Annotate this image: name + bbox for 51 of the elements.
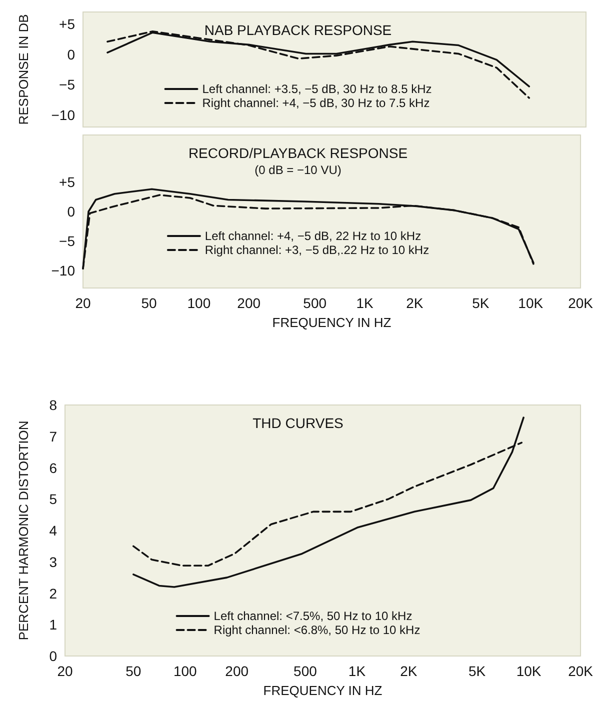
y-tick-label: +5 (59, 16, 76, 32)
x-tick-label: 2K (406, 295, 424, 311)
y-tick-label: 0 (67, 204, 76, 220)
y-axis-title: PERCENT HARMONIC DISTORTION (16, 420, 31, 640)
legend-label: Left channel: +3.5, −5 dB, 30 Hz to 8.5 kHz (202, 82, 432, 96)
y-tick-label: 6 (49, 460, 58, 476)
text: (0 dB = −10 VU) (254, 163, 342, 177)
y-tick-label: −5 (59, 232, 76, 249)
legend-label: Right channel: <6.8%, 50 Hz to 10 kHz (214, 623, 420, 637)
y-tick-label: 0 (49, 648, 58, 664)
x-tick-label: 200 (225, 663, 249, 679)
x-tick-label: 20K (568, 663, 594, 679)
x-axis-title: FREQUENCY IN HZ (263, 683, 382, 698)
text: THD CURVES (252, 415, 344, 431)
x-tick-label: 1K (356, 295, 374, 311)
x-tick-label: 50 (141, 295, 157, 311)
x-tick-label: 500 (303, 295, 327, 311)
x-tick-label: 100 (187, 295, 211, 311)
x-tick-label: 50 (126, 663, 142, 679)
y-tick-label: 7 (49, 428, 58, 444)
y-tick-label: 0 (67, 46, 76, 62)
y-tick-label: 1 (49, 616, 58, 633)
x-tick-label: 200 (237, 295, 261, 311)
y-tick-label: 2 (49, 585, 58, 602)
y-axis-title: RESPONSE IN DB (16, 14, 31, 125)
x-tick-label: 10K (518, 295, 544, 311)
legend-label: Left channel: +4, −5 dB, 22 Hz to 10 kHz (204, 229, 422, 243)
y-tick-label: 4 (49, 522, 58, 538)
y-tick-label: 8 (49, 397, 58, 413)
y-tick-label: −5 (59, 76, 76, 93)
x-axis-title: FREQUENCY IN HZ (272, 315, 392, 330)
x-tick-label: 10K (516, 663, 542, 679)
text: RECORD/PLAYBACK RESPONSE (188, 145, 408, 161)
x-tick-label: 1K (348, 663, 366, 679)
legend-label: Left channel: <7.5%, 50 Hz to 10 kHz (214, 609, 412, 623)
y-tick-label: 3 (49, 554, 58, 570)
x-tick-label: 20 (75, 295, 91, 311)
x-tick-label: 5K (468, 663, 486, 679)
y-tick-label: −10 (51, 262, 76, 278)
x-tick-label: 20 (57, 663, 73, 679)
y-tick-label: +5 (59, 174, 76, 190)
y-tick-label: −10 (51, 106, 76, 123)
x-tick-label: 500 (294, 663, 318, 679)
x-tick-label: 5K (472, 295, 490, 311)
text: NAB PLAYBACK RESPONSE (204, 22, 392, 38)
legend-label: Right channel: +4, −5 dB, 30 Hz to 7.5 kHz (202, 96, 430, 110)
x-tick-label: 20K (568, 295, 594, 311)
x-tick-label: 100 (173, 663, 198, 679)
legend-label: Right channel: +3, −5 dB,.22 Hz to 10 kHz (204, 243, 430, 257)
y-tick-label: 5 (49, 491, 58, 508)
x-tick-label: 2K (400, 663, 418, 679)
